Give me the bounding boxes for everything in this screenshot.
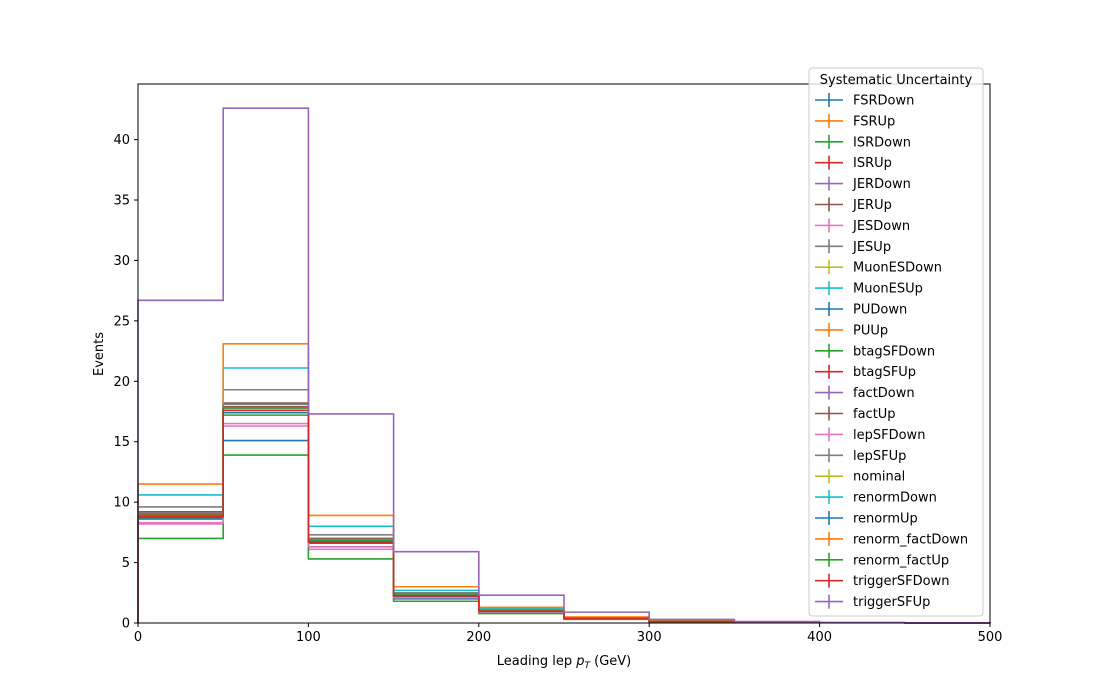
legend-label-jesdown: JESDown [852,219,910,234]
legend-entry-factup: factUp [815,406,896,422]
legend-entry-isrup: ISRUp [815,155,892,171]
legend-entry-muonesup: MuonESUp [815,281,923,297]
legend-title: Systematic Uncertainty [820,73,973,88]
legend-label-triggersfup: triggerSFUp [853,595,930,610]
x-tick-label-500: 500 [978,630,1003,645]
series-line-triggersfup [137,107,991,624]
legend-entry-fsrup: FSRUp [815,113,895,129]
legend-label-jerdown: JERDown [852,177,911,192]
legend-label-renormdown: renormDown [853,491,937,506]
x-axis-label-main: Leading lep [497,654,576,669]
legend-entry-fsrdown: FSRDown [815,93,914,109]
x-tick-label-0: 0 [134,630,142,645]
legend-items: FSRDown FSRUp ISRDown ISRUp JERDown JERUp JESD… [815,93,968,610]
legend-entry-lepsfup: lepSFUp [815,448,906,464]
legend-label-fsrdown: FSRDown [853,94,914,109]
legend-label-muonesdown: MuonESDown [853,261,942,276]
y-tick-label-15: 15 [113,435,130,450]
legend-label-lepsfup: lepSFUp [853,449,906,464]
legend-label-isrup: ISRUp [853,156,892,171]
legend-frame [808,67,984,617]
x-axis-label-sub: T [584,661,591,671]
x-tick-label-300: 300 [637,630,662,645]
legend-entry-triggersfup: triggerSFUp [815,594,930,610]
legend-label-fsrup: FSRUp [853,114,895,129]
x-tick-label-400: 400 [807,630,832,645]
legend-entry-renorm-factup: renorm_factUp [815,552,949,568]
legend-entry-jesdown: JESDown [815,218,910,234]
legend-label-renorm-factdown: renorm_factDown [853,532,968,547]
legend-entry-renormup: renormUp [815,511,918,527]
legend-label-muonesup: MuonESUp [853,282,923,297]
y-tick-label-10: 10 [113,496,130,511]
legend-entry-jesup: JESUp [815,239,891,255]
legend-entry-triggersfdown: triggerSFDown [815,573,949,589]
legend-entry-pudown: PUDown [815,302,907,318]
axes-frame [137,83,991,624]
legend-entry-nominal: nominal [815,469,905,485]
legend-label-factdown: factDown [853,386,915,401]
legend-label-lepsfdown: lepSFDown [853,428,925,443]
legend-entry-lepsfdown: lepSFDown [815,427,925,443]
ticks-layer: 0 100 200 300 400 500 0 5 10 15 20 25 30 35 40 [113,133,1002,645]
y-tick-label-30: 30 [113,254,130,269]
legend: Systematic Uncertainty FSRDown FSRUp ISRDo… [808,67,984,617]
y-tick-label-5: 5 [122,556,130,571]
legend-label-nominal: nominal [853,470,905,485]
x-axis-label-p: p [575,654,584,669]
legend-entry-muonesdown: MuonESDown [815,260,942,276]
legend-entry-jerdown: JERDown [815,176,911,192]
legend-entry-btagsfup: btagSFUp [815,364,916,380]
legend-entry-factdown: factDown [815,385,915,401]
legend-label-puup: PUUp [853,323,888,338]
y-tick-label-25: 25 [113,314,130,329]
x-tick-label-100: 100 [296,630,321,645]
y-tick-label-40: 40 [113,133,130,148]
y-tick-label-35: 35 [113,194,130,209]
y-tick-label-20: 20 [113,375,130,390]
legend-label-btagsfup: btagSFUp [853,365,916,380]
legend-entry-renormdown: renormDown [815,490,937,506]
legend-entry-puup: PUUp [815,322,888,338]
legend-entry-renorm-factdown: renorm_factDown [815,531,968,547]
legend-label-renorm-factup: renorm_factUp [853,553,949,568]
legend-label-isrdown: ISRDown [853,135,911,150]
legend-entry-jerup: JERUp [815,197,892,213]
legend-label-renormup: renormUp [853,512,918,527]
legend-entry-isrdown: ISRDown [815,134,911,150]
y-axis-label: Events [92,332,107,376]
legend-label-btagsfdown: btagSFDown [853,344,935,359]
x-tick-label-200: 200 [466,630,491,645]
legend-label-triggersfdown: triggerSFDown [853,574,949,589]
y-tick-label-0: 0 [122,617,130,632]
legend-label-jesup: JESUp [852,240,891,255]
legend-entry-btagsfdown: btagSFDown [815,343,935,359]
x-axis-label: Leading lep pT (GeV) [497,654,631,671]
legend-label-pudown: PUDown [853,303,907,318]
legend-label-factup: factUp [853,407,896,422]
legend-label-jerup: JERUp [852,198,892,213]
x-axis-label-unit: (GeV) [590,654,631,669]
